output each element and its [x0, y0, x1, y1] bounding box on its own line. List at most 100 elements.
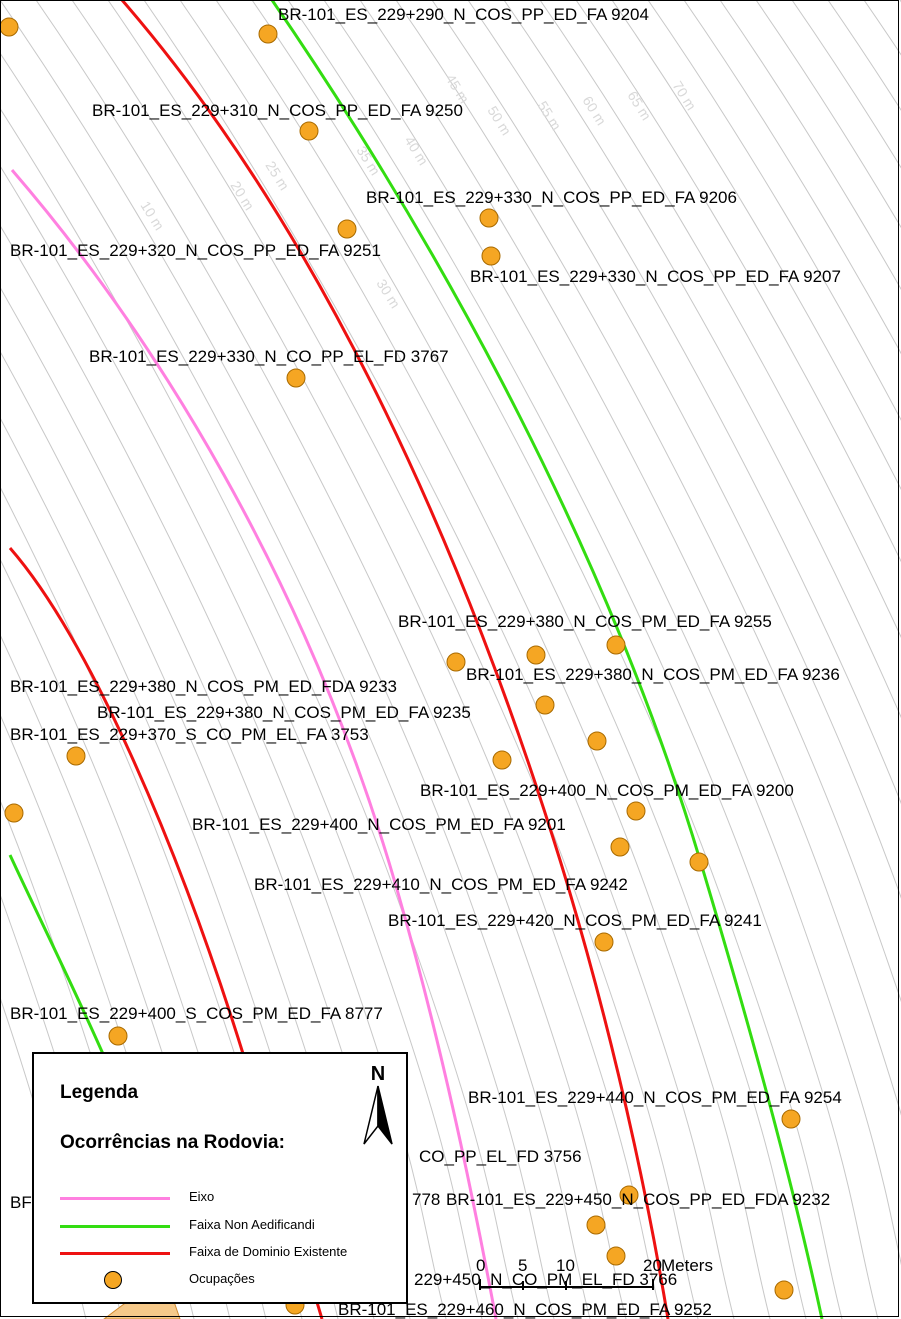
- ocupacao-point[interactable]: [619, 1185, 639, 1205]
- buffer-line: [107, 0, 699, 1319]
- occurrence-label: BR-101_ES_229+380_N_COS_PM_ED_FA 9235: [97, 703, 471, 722]
- buffer-line: [575, 0, 901, 563]
- buffer-line: [395, 0, 901, 1003]
- eixo-swatch: [60, 1197, 170, 1200]
- ocupacao-point-icon: [104, 1271, 122, 1289]
- buffer-line: [71, 0, 663, 1319]
- ocupacao-point[interactable]: [446, 652, 466, 672]
- buffer-line: [719, 0, 901, 291]
- ocupacao-point[interactable]: [535, 695, 555, 715]
- ocupacao-point[interactable]: [586, 1215, 606, 1235]
- occurrence-label: BR-101_ES_229+330_N_COS_PP_ED_FA 9207: [470, 267, 841, 286]
- dominio-swatch: [60, 1252, 170, 1255]
- occurrence-label: BF: [10, 1193, 32, 1212]
- buffer-line: [179, 0, 771, 1319]
- ocupacao-point[interactable]: [689, 852, 709, 872]
- buffer-line: [755, 0, 901, 229]
- legend-item-dominio: Faixa de Dominio Existente: [34, 1243, 406, 1263]
- non-aedificandi-swatch: [60, 1225, 170, 1228]
- faixa-dominio-line-right: [120, 0, 670, 1319]
- eixo-line: [10, 169, 498, 1319]
- ocupacao-point[interactable]: [610, 837, 630, 857]
- buffer-line: [431, 0, 901, 899]
- ocupacao-point[interactable]: [492, 750, 512, 770]
- legend-label-dominio: Faixa de Dominio Existente: [189, 1244, 348, 1259]
- occurrence-label: BR-101_ES_229+380_N_COS_PM_ED_FA 9255: [398, 612, 772, 631]
- legend-item-ocupacoes: Ocupações: [34, 1270, 406, 1290]
- faixa-non-aedificandi-line-right: [270, 0, 824, 1319]
- ocupacao-point[interactable]: [479, 208, 499, 228]
- ocupacao-point[interactable]: [0, 17, 19, 37]
- occurrence-label: BR-101_ES_229+400_N_COS_PM_ED_FA 9200: [420, 781, 794, 800]
- occurrence-label: BR-101_ES_229+330_N_COS_PP_ED_FA 9206: [366, 188, 737, 207]
- ocupacao-point[interactable]: [626, 801, 646, 821]
- legend-label-eixo: Eixo: [189, 1189, 215, 1204]
- buffer-distance-label: 25 m: [262, 158, 292, 193]
- north-label: N: [371, 1063, 385, 1085]
- buffer-line: [0, 224, 447, 1319]
- ocupacao-point[interactable]: [299, 121, 319, 141]
- occurrence-label: BR-101_ES_229+310_N_COS_PP_ED_FA 9250: [92, 101, 463, 120]
- scale-unit: Meters: [661, 1256, 713, 1275]
- buffer-line: [647, 0, 901, 421]
- ocupacao-point[interactable]: [337, 219, 357, 239]
- buffer-distance-label: 70 m: [669, 78, 699, 113]
- ocupacao-point[interactable]: [4, 803, 24, 823]
- ocupacao-point[interactable]: [286, 368, 306, 388]
- scale-tick-10: 10: [556, 1256, 575, 1275]
- ocupacao-point[interactable]: [587, 731, 607, 751]
- occurrence-label: BR-101_ES_229+410_N_COS_PM_ED_FA 9242: [254, 875, 628, 894]
- faixa-dominio-line-left: [8, 547, 324, 1319]
- ocupacao-point[interactable]: [781, 1109, 801, 1129]
- occurrence-label: BR-101_ES_229+380_N_COS_PM_ED_FDA 9233: [10, 677, 397, 696]
- buffer-distance-label: 55 m: [534, 98, 564, 133]
- buffer-line: [503, 0, 901, 719]
- buffer-line: [287, 0, 879, 1319]
- buffer-distance-label: 35 m: [353, 143, 383, 178]
- occurrence-label: BR-101_ES_229+460_N_COS_PM_ED_FA 9252: [338, 1300, 712, 1319]
- buffer-line: [0, 165, 483, 1319]
- ocupacao-point[interactable]: [66, 746, 86, 766]
- occurrence-label: BR-101_ES_229+320_N_COS_PP_ED_FA 9251: [10, 241, 381, 260]
- occurrence-label: BR-101_ES_229+370_S_CO_PM_EL_FA 3753: [10, 725, 369, 744]
- occurrence-label: BR-101_ES_229+450_N_COS_PP_ED_FDA 9232: [446, 1190, 830, 1209]
- buffer-distance-label: 50 m: [484, 103, 514, 138]
- buffer-line: [0, 0, 591, 1319]
- buffer-line: [35, 0, 627, 1319]
- scale-tick-5: 5: [518, 1256, 527, 1275]
- buffer-line: [215, 0, 807, 1319]
- buffer-distance-label: 30 m: [373, 276, 403, 311]
- occurrence-labels: BR-101_ES_229+290_N_COS_PP_ED_FA 9204 BR-…: [10, 5, 842, 1319]
- legend-item-eixo: Eixo: [34, 1188, 406, 1208]
- ocupacao-point[interactable]: [108, 1026, 128, 1046]
- ocupacao-point[interactable]: [606, 635, 626, 655]
- buffer-distance-label: 65 m: [624, 88, 654, 123]
- buffer-distance-label: 10 m: [137, 198, 167, 233]
- ocupacao-point[interactable]: [258, 24, 278, 44]
- ocupacao-point[interactable]: [526, 645, 546, 665]
- buffer-distance-label: 60 m: [579, 93, 609, 128]
- buffer-line: [0, 107, 519, 1319]
- legend-item-non-aedificandi: Faixa Non Aedificandi: [34, 1216, 406, 1236]
- legend-box: Legenda Ocorrências na Rodovia: N Eixo F…: [32, 1052, 408, 1304]
- buffer-line: [539, 0, 901, 639]
- buffer-line: [251, 0, 843, 1319]
- buffer-line: [143, 0, 735, 1319]
- legend-title: Legenda: [60, 1082, 139, 1103]
- ocupacao-point[interactable]: [481, 246, 501, 266]
- buffer-line: [467, 0, 901, 805]
- buffer-line: [359, 0, 901, 1116]
- legend-label-non-aedificandi: Faixa Non Aedificandi: [189, 1217, 315, 1232]
- ocupacao-point[interactable]: [774, 1280, 794, 1300]
- ocupacao-point[interactable]: [606, 1246, 626, 1266]
- buffer-line: [683, 0, 901, 355]
- scale-bar: 0 5 10 20 Meters: [476, 1256, 713, 1290]
- occurrence-label: CO_PP_EL_FD 3756: [419, 1147, 582, 1166]
- ocupacao-point[interactable]: [594, 932, 614, 952]
- ocupacoes-points: [0, 17, 801, 1315]
- buffer-line: [0, 52, 555, 1319]
- occurrence-label: 778: [412, 1190, 440, 1209]
- legend-label-ocupacoes: Ocupações: [189, 1271, 255, 1286]
- buffer-line: [611, 0, 901, 491]
